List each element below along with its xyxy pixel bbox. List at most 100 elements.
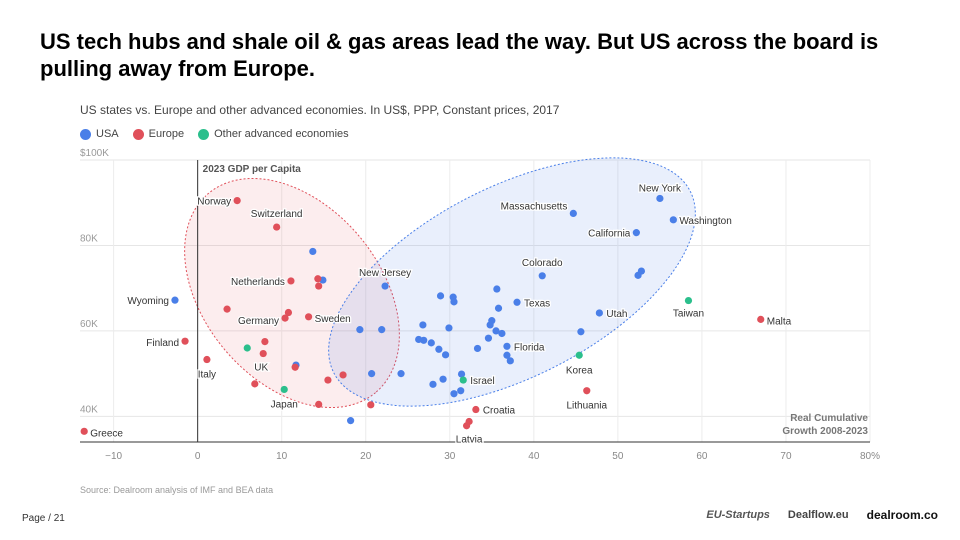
data-point-usa bbox=[506, 357, 514, 365]
data-label: California bbox=[588, 229, 631, 240]
data-label: Utah bbox=[606, 309, 627, 320]
data-point-usa bbox=[356, 326, 364, 334]
data-label: Germany bbox=[238, 316, 279, 327]
data-point-europe bbox=[80, 427, 88, 435]
data-point-europe bbox=[367, 401, 375, 409]
data-point-usa bbox=[435, 345, 443, 353]
legend-item-europe: Europe bbox=[132, 128, 185, 140]
dealroom-logo: dealroom.co bbox=[866, 508, 938, 522]
data-point-usa bbox=[498, 329, 506, 338]
data-point-usa bbox=[347, 417, 355, 425]
data-point-usa bbox=[513, 298, 521, 306]
x-tick-label: 10 bbox=[276, 451, 288, 462]
data-point-usa bbox=[494, 304, 503, 312]
chart-subtitle: US states vs. Europe and other advanced … bbox=[80, 103, 560, 117]
footer-logos: EU-Startups Dealflow.eu dealroom.co bbox=[706, 508, 938, 522]
data-point-usa bbox=[538, 272, 546, 280]
data-point-europe bbox=[181, 337, 189, 345]
data-point-usa bbox=[445, 324, 453, 332]
eu-startups-logo: EU-Startups bbox=[706, 509, 770, 521]
page-title: US tech hubs and shale oil & gas areas l… bbox=[40, 29, 879, 81]
data-label: Texas bbox=[524, 298, 550, 309]
data-point-usa bbox=[441, 351, 450, 359]
data-label: Malta bbox=[767, 316, 792, 327]
page-number: Page / 21 bbox=[22, 513, 65, 524]
data-point-usa bbox=[488, 317, 496, 325]
data-label: Latvia bbox=[456, 434, 483, 445]
legend-item-usa: USA bbox=[80, 128, 119, 140]
data-point-europe bbox=[281, 314, 289, 322]
data-point-usa bbox=[378, 326, 386, 334]
data-point-usa bbox=[368, 370, 376, 378]
data-point-other bbox=[280, 385, 288, 394]
data-point-europe bbox=[583, 387, 591, 395]
data-label: UK bbox=[254, 363, 268, 374]
data-point-europe bbox=[472, 405, 480, 414]
data-label: New Jersey bbox=[359, 268, 411, 279]
data-point-europe bbox=[259, 349, 267, 358]
x-tick-label: 30 bbox=[444, 451, 456, 462]
data-label: Colorado bbox=[522, 258, 563, 269]
data-label: Florida bbox=[514, 342, 545, 353]
data-label: New York bbox=[639, 183, 682, 194]
data-point-europe bbox=[251, 380, 259, 388]
y-tick-label: $100K bbox=[80, 148, 109, 159]
data-point-usa bbox=[569, 209, 577, 218]
usa-cluster-ellipse bbox=[328, 157, 696, 407]
data-point-usa bbox=[419, 321, 427, 329]
data-point-europe bbox=[314, 275, 322, 283]
data-point-usa bbox=[457, 387, 465, 395]
data-point-europe bbox=[203, 355, 211, 364]
data-point-usa bbox=[595, 309, 603, 317]
x-tick-label: 20 bbox=[360, 451, 372, 462]
data-point-usa bbox=[669, 216, 677, 224]
data-label: Washington bbox=[679, 216, 731, 227]
data-point-other bbox=[459, 376, 467, 384]
x-tick-label: 60 bbox=[696, 451, 708, 462]
europe-cluster-ellipse bbox=[184, 177, 400, 409]
data-point-europe bbox=[462, 422, 471, 430]
data-point-usa bbox=[493, 285, 501, 293]
data-label: Finland bbox=[146, 338, 179, 349]
data-label: Greece bbox=[90, 428, 123, 439]
legend-swatch-usa bbox=[80, 128, 91, 140]
data-point-usa bbox=[427, 339, 435, 347]
data-point-usa bbox=[450, 298, 458, 306]
legend-label-europe: Europe bbox=[148, 128, 185, 140]
data-point-usa bbox=[436, 292, 445, 300]
x-tick-label: 50 bbox=[612, 451, 624, 462]
legend-label-other: Other advanced economies bbox=[214, 128, 349, 140]
data-label: Lithuania bbox=[566, 401, 607, 412]
data-label: Massachusetts bbox=[501, 201, 568, 212]
data-point-europe bbox=[757, 315, 765, 323]
data-point-usa bbox=[439, 375, 447, 383]
x-axis-title: Real Cumulative bbox=[790, 413, 868, 424]
data-point-other bbox=[684, 296, 693, 305]
data-point-europe bbox=[261, 337, 269, 346]
x-tick-label: −10 bbox=[105, 451, 122, 462]
chart-clusters bbox=[184, 157, 696, 409]
y-tick-label: 80K bbox=[80, 233, 98, 244]
data-point-usa bbox=[457, 370, 466, 378]
data-label: Israel bbox=[470, 376, 494, 387]
legend-swatch-other bbox=[198, 128, 210, 140]
data-label: Korea bbox=[566, 365, 593, 376]
data-point-europe bbox=[339, 371, 347, 379]
chart-grid bbox=[80, 159, 871, 442]
x-tick-label: 80% bbox=[860, 451, 880, 462]
data-point-europe bbox=[324, 376, 332, 384]
data-point-usa bbox=[309, 247, 317, 256]
data-point-other bbox=[243, 344, 251, 352]
data-point-europe bbox=[273, 223, 281, 231]
data-label: Switzerland bbox=[251, 209, 303, 220]
legend-swatch-europe bbox=[132, 128, 144, 140]
data-point-europe bbox=[223, 305, 231, 313]
y-axis-title: 2023 GDP per Capita bbox=[203, 164, 302, 175]
legend-label-usa: USA bbox=[96, 128, 119, 140]
data-point-usa bbox=[656, 194, 664, 203]
data-point-usa bbox=[484, 334, 493, 342]
data-point-usa bbox=[420, 336, 428, 344]
data-point-europe bbox=[315, 400, 323, 408]
source-note: Source: Dealroom analysis of IMF and BEA… bbox=[80, 485, 274, 495]
